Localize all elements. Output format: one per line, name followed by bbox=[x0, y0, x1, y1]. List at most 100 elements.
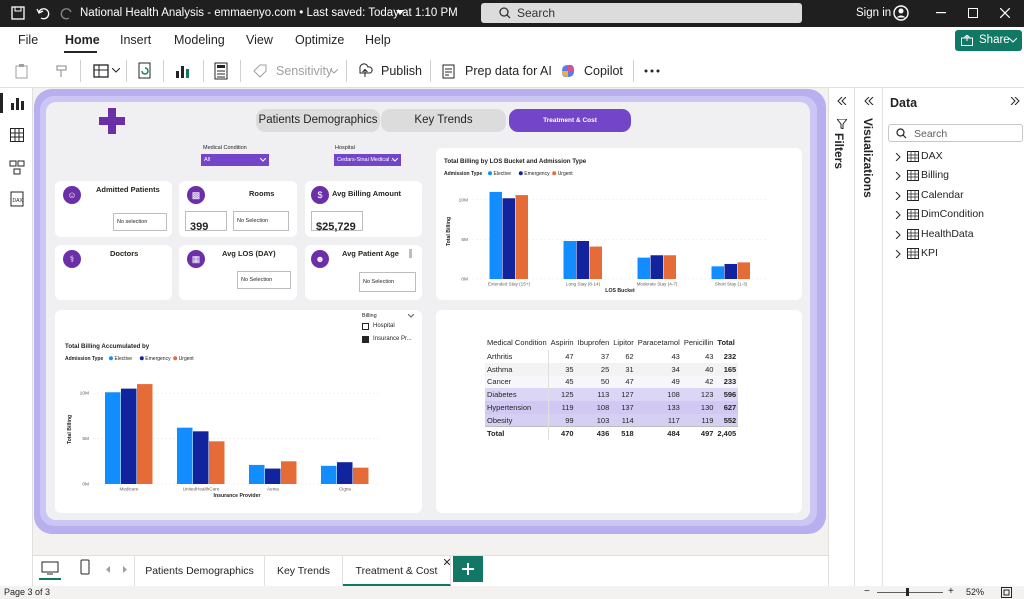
bar-emergency-1[interactable] bbox=[576, 241, 590, 279]
kpi-card-avg-patient-age[interactable]: ☻ Avg Patient Age No Selection bbox=[305, 245, 422, 300]
data-table-item[interactable]: DimCondition bbox=[883, 206, 1024, 224]
data-table-item[interactable]: KPI bbox=[883, 245, 1024, 263]
table-row[interactable]: Cancer 45 50 47 49 42 233 bbox=[485, 375, 739, 389]
matrix-header-cell[interactable]: Aspirin bbox=[550, 337, 574, 347]
chevron-right-icon[interactable] bbox=[123, 566, 128, 573]
collapse-chevrons-icon[interactable] bbox=[864, 97, 874, 105]
redo-icon[interactable] bbox=[60, 6, 74, 20]
table-row[interactable]: Obesity 99 103 114 117 119 552 bbox=[485, 413, 739, 427]
bar-urgent-0[interactable] bbox=[137, 384, 153, 484]
bar-emergency-3[interactable] bbox=[337, 462, 353, 484]
menu-modeling[interactable]: Modeling bbox=[174, 33, 225, 47]
sensitivity-button[interactable]: Sensitivity bbox=[276, 64, 333, 78]
chevron-left-icon[interactable] bbox=[106, 566, 111, 573]
menu-home[interactable]: Home bbox=[65, 33, 100, 47]
add-page-button[interactable] bbox=[453, 556, 483, 582]
slicer-medical-condition[interactable]: All bbox=[201, 154, 269, 166]
table-row[interactable]: Hypertension 119 108 137 133 130 627 bbox=[485, 401, 739, 414]
billing-option-insurance[interactable]: Insurance Pr... bbox=[373, 336, 412, 342]
chevron-right-icon[interactable] bbox=[895, 250, 901, 258]
bar-elective-2[interactable] bbox=[637, 257, 651, 279]
data-table-item[interactable]: HealthData bbox=[883, 226, 1024, 244]
save-icon[interactable] bbox=[11, 6, 25, 20]
maximize-icon[interactable] bbox=[968, 8, 978, 18]
chevron-down-icon[interactable] bbox=[330, 69, 338, 74]
copilot-icon[interactable] bbox=[559, 62, 577, 80]
more-options-icon[interactable] bbox=[644, 69, 660, 73]
nav-tab-patients-demographics[interactable]: Patients Demographics bbox=[256, 109, 380, 132]
chart-billing-by-insurance[interactable]: Total Billing Accumulated by Admission Ty… bbox=[55, 310, 422, 513]
menu-file[interactable]: File bbox=[18, 33, 39, 47]
bar-emergency-2[interactable] bbox=[265, 468, 281, 484]
page-tab-treatment-cost[interactable]: Treatment & Cost bbox=[343, 556, 451, 586]
matrix-header-cell[interactable]: Lipitor bbox=[613, 337, 634, 347]
paste-icon[interactable] bbox=[14, 63, 30, 79]
refresh-icon[interactable] bbox=[137, 62, 153, 80]
desktop-layout-icon[interactable] bbox=[41, 561, 59, 575]
bar-emergency-3[interactable] bbox=[724, 263, 738, 279]
prep-data-button[interactable]: Prep data for AI bbox=[465, 64, 552, 78]
matrix-header-cell[interactable]: Medical Condition bbox=[487, 337, 547, 347]
bar-urgent-2[interactable] bbox=[663, 255, 677, 279]
bar-urgent-2[interactable] bbox=[281, 461, 297, 484]
table-row[interactable]: Arthritis 47 37 62 43 43 232 bbox=[485, 350, 739, 363]
avatar-icon[interactable] bbox=[893, 5, 909, 21]
publish-icon[interactable] bbox=[357, 63, 373, 79]
chevron-right-icon[interactable] bbox=[895, 191, 901, 200]
matrix-header-cell[interactable]: Ibuprofen bbox=[577, 337, 610, 347]
kpi-card-doctors[interactable]: ⚕ Doctors bbox=[55, 245, 172, 300]
zoom-slider[interactable] bbox=[877, 592, 943, 593]
menu-help[interactable]: Help bbox=[365, 33, 391, 47]
model-view-icon[interactable] bbox=[9, 159, 25, 175]
scrollbar[interactable] bbox=[409, 249, 412, 258]
collapse-chevrons-icon[interactable] bbox=[837, 97, 847, 105]
share-button[interactable]: Share bbox=[955, 30, 1022, 51]
bar-emergency-1[interactable] bbox=[193, 431, 209, 484]
page-tab-patients-demographics[interactable]: Patients Demographics bbox=[135, 556, 265, 586]
bar-elective-1[interactable] bbox=[563, 241, 577, 279]
bar-urgent-3[interactable] bbox=[353, 467, 369, 484]
matrix-header-cell[interactable]: Paracetamol bbox=[637, 337, 680, 347]
chevron-down-icon[interactable] bbox=[112, 68, 120, 73]
nav-tab-treatment-cost[interactable]: Treatment & Cost bbox=[509, 109, 631, 132]
kpi-card-admitted-patients[interactable]: ☺ Admitted Patients No selection bbox=[55, 181, 172, 237]
filters-label[interactable]: Filters bbox=[832, 133, 846, 170]
search-box[interactable]: Search bbox=[481, 3, 802, 23]
nav-tab-key-trends[interactable]: Key Trends bbox=[381, 109, 506, 132]
matrix-card[interactable]: Medical Condition Aspirin Ibuprofen Lipitor… bbox=[436, 310, 802, 513]
dax-query-view-icon[interactable]: DAX bbox=[9, 191, 25, 207]
minimize-icon[interactable] bbox=[936, 12, 946, 14]
data-table-item[interactable]: DAX bbox=[883, 148, 1024, 166]
data-table-item[interactable]: Billing bbox=[883, 167, 1024, 185]
page-tab-key-trends[interactable]: Key Trends bbox=[265, 556, 343, 586]
matrix-total-row[interactable]: Total 470 436 518 484 497 2,405 bbox=[485, 426, 739, 440]
filters-pane[interactable]: Filters bbox=[828, 88, 854, 586]
format-painter-icon[interactable] bbox=[54, 63, 70, 79]
bar-elective-2[interactable] bbox=[249, 464, 265, 484]
prep-data-icon[interactable] bbox=[441, 63, 457, 79]
chevron-down-icon[interactable] bbox=[396, 10, 404, 16]
kpi-card-rooms[interactable]: ▩ Rooms 399 No Selection bbox=[179, 181, 297, 237]
chevron-right-icon[interactable] bbox=[895, 211, 901, 220]
expand-chevrons-icon[interactable] bbox=[1010, 97, 1020, 105]
bar-emergency-2[interactable] bbox=[650, 255, 664, 279]
chevron-right-icon[interactable] bbox=[895, 172, 901, 181]
billing-option-hospital[interactable]: Hospital bbox=[373, 323, 395, 329]
fit-to-page-icon[interactable] bbox=[1001, 587, 1012, 598]
data-search-input[interactable]: Search bbox=[888, 124, 1023, 142]
bar-elective-0[interactable] bbox=[489, 191, 503, 279]
table-row[interactable]: Diabetes 125 113 127 108 123 596 bbox=[485, 388, 739, 402]
bar-elective-1[interactable] bbox=[177, 427, 193, 484]
menu-view[interactable]: View bbox=[246, 33, 273, 47]
table-view-icon[interactable] bbox=[9, 127, 25, 143]
sensitivity-icon[interactable] bbox=[252, 63, 268, 79]
publish-button[interactable]: Publish bbox=[381, 64, 422, 78]
bar-elective-3[interactable] bbox=[321, 465, 337, 484]
bar-urgent-3[interactable] bbox=[737, 262, 751, 279]
menu-optimize[interactable]: Optimize bbox=[295, 33, 345, 47]
medication-matrix[interactable]: Medical Condition Aspirin Ibuprofen Lipitor… bbox=[485, 334, 739, 440]
menu-insert[interactable]: Insert bbox=[120, 33, 152, 47]
report-view-icon[interactable] bbox=[9, 95, 25, 111]
sign-in-link[interactable]: Sign in bbox=[856, 7, 892, 19]
bar-elective-0[interactable] bbox=[105, 392, 121, 484]
